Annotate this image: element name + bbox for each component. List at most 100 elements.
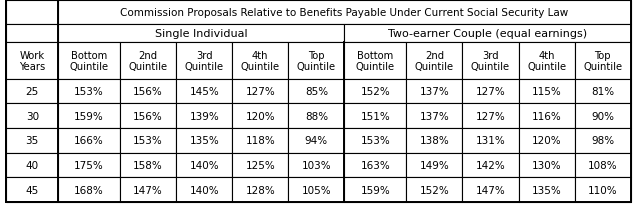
Text: 138%: 138% [420,136,450,146]
Text: 88%: 88% [305,111,328,121]
Text: Top
Quintile: Top Quintile [583,50,623,72]
Bar [288,153,344,177]
Text: 147%: 147% [133,185,163,195]
Text: 131%: 131% [476,136,505,146]
Bar [574,79,631,104]
Bar [120,43,176,79]
Text: 110%: 110% [588,185,618,195]
Bar [58,177,120,202]
Text: 98%: 98% [592,136,614,146]
Bar [6,128,58,153]
Text: 137%: 137% [420,86,450,96]
Text: Top
Quintile: Top Quintile [297,50,336,72]
Bar [519,43,574,79]
Bar [462,43,519,79]
Bar [58,128,120,153]
Text: 156%: 156% [133,111,163,121]
Bar [462,153,519,177]
Bar [176,104,232,128]
Bar [6,43,58,79]
Text: 137%: 137% [420,111,450,121]
Bar [176,79,232,104]
Bar [574,104,631,128]
Text: 153%: 153% [74,86,104,96]
Bar [6,79,58,104]
Bar [58,104,120,128]
Bar [574,128,631,153]
Text: Commission Proposals Relative to Benefits Payable Under Current Social Security : Commission Proposals Relative to Benefit… [120,8,569,18]
Text: 159%: 159% [74,111,104,121]
Bar [519,128,574,153]
Bar [574,153,631,177]
Text: 145%: 145% [190,86,219,96]
Text: 90%: 90% [592,111,614,121]
Bar [406,104,462,128]
Text: Single Individual: Single Individual [155,29,248,39]
Bar [344,25,631,43]
Bar [58,43,120,79]
Text: 151%: 151% [361,111,391,121]
Bar [232,43,288,79]
Bar [58,25,344,43]
Text: Work
Years: Work Years [19,50,46,72]
Text: 149%: 149% [420,160,450,170]
Text: 25: 25 [25,86,39,96]
Bar [519,153,574,177]
Bar [288,128,344,153]
Text: 147%: 147% [476,185,505,195]
Bar [462,104,519,128]
Text: 103%: 103% [302,160,331,170]
Text: 159%: 159% [361,185,391,195]
Bar [344,128,406,153]
Bar [344,79,406,104]
Bar [462,128,519,153]
Text: 140%: 140% [190,160,219,170]
Text: 153%: 153% [361,136,391,146]
Bar [288,43,344,79]
Bar [6,25,58,43]
Text: 81%: 81% [592,86,614,96]
Bar [344,43,406,79]
Bar [344,177,406,202]
Bar [6,104,58,128]
Text: 127%: 127% [476,111,505,121]
Bar [406,128,462,153]
Text: 105%: 105% [302,185,331,195]
Text: 2nd
Quintile: 2nd Quintile [415,50,454,72]
Text: 175%: 175% [74,160,104,170]
Text: 94%: 94% [305,136,328,146]
Text: 163%: 163% [361,160,391,170]
Bar [344,153,406,177]
Text: 116%: 116% [532,111,562,121]
Text: 166%: 166% [74,136,104,146]
Text: 45: 45 [25,185,39,195]
Bar [120,153,176,177]
Bar [519,79,574,104]
Text: 4th
Quintile: 4th Quintile [241,50,280,72]
Text: Bottom
Quintile: Bottom Quintile [356,50,395,72]
Bar [6,153,58,177]
Text: 120%: 120% [532,136,562,146]
Bar [406,43,462,79]
Text: 125%: 125% [245,160,275,170]
Bar [574,177,631,202]
Text: 35: 35 [25,136,39,146]
Bar [232,177,288,202]
Bar [462,79,519,104]
Text: 158%: 158% [133,160,163,170]
Bar [232,79,288,104]
Text: 130%: 130% [532,160,562,170]
Text: 118%: 118% [245,136,275,146]
Text: 40: 40 [26,160,39,170]
Bar [288,104,344,128]
Text: 4th
Quintile: 4th Quintile [527,50,566,72]
Text: 153%: 153% [133,136,163,146]
Bar [176,177,232,202]
Text: 2nd
Quintile: 2nd Quintile [129,50,167,72]
Bar [58,79,120,104]
Bar [120,177,176,202]
Text: 140%: 140% [190,185,219,195]
Bar [406,153,462,177]
Bar [344,104,406,128]
Text: 127%: 127% [245,86,275,96]
